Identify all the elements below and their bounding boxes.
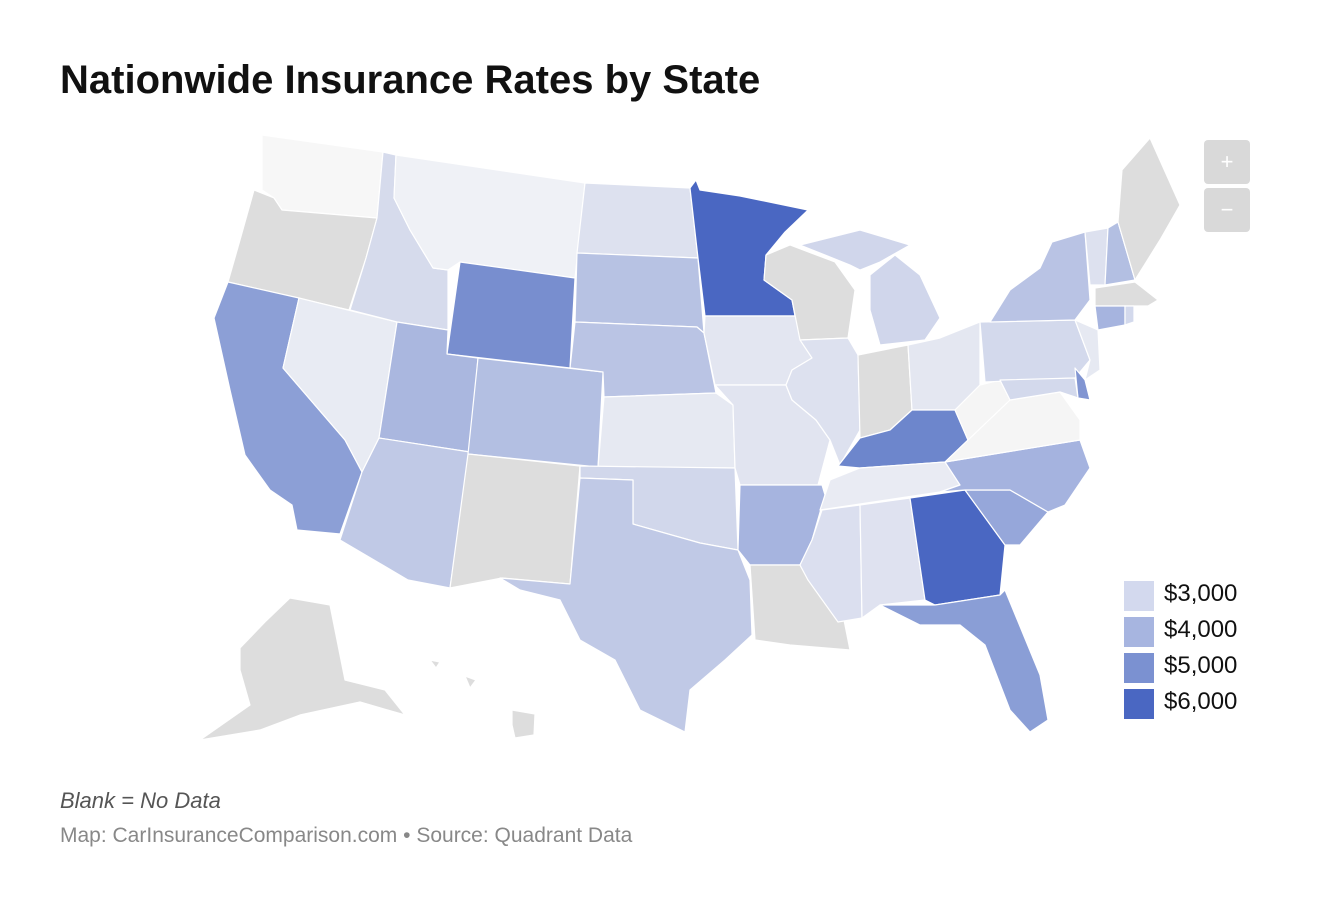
state-mi[interactable] bbox=[799, 229, 941, 346]
state-ny[interactable] bbox=[989, 231, 1091, 323]
state-md[interactable] bbox=[999, 377, 1079, 401]
state-ma[interactable] bbox=[1094, 281, 1159, 307]
state-fl[interactable] bbox=[879, 589, 1049, 733]
legend-label: $3,000 bbox=[1164, 580, 1238, 607]
state-wa[interactable] bbox=[261, 134, 384, 219]
state-hi[interactable] bbox=[429, 659, 536, 739]
state-co[interactable] bbox=[467, 357, 604, 468]
state-sd[interactable] bbox=[574, 252, 705, 334]
state-nc[interactable] bbox=[939, 439, 1091, 513]
state-nd[interactable] bbox=[576, 182, 699, 259]
state-ri[interactable] bbox=[1124, 305, 1135, 326]
legend-label: $6,000 bbox=[1164, 688, 1238, 715]
legend-swatch bbox=[1124, 689, 1154, 719]
legend-label: $4,000 bbox=[1164, 616, 1238, 643]
state-pa[interactable] bbox=[979, 319, 1091, 383]
page-title: Nationwide Insurance Rates by State bbox=[60, 58, 761, 102]
legend-swatch bbox=[1124, 617, 1154, 647]
state-tx[interactable] bbox=[499, 477, 753, 733]
state-al[interactable] bbox=[859, 497, 926, 619]
no-data-note: Blank = No Data bbox=[60, 788, 221, 813]
source-credit: Map: CarInsuranceComparison.com • Source… bbox=[60, 824, 633, 847]
legend-swatch bbox=[1124, 581, 1154, 611]
legend-swatch bbox=[1124, 653, 1154, 683]
zoom-in-button[interactable]: + bbox=[1204, 140, 1250, 184]
state-me[interactable] bbox=[1117, 137, 1181, 281]
state-nm[interactable] bbox=[449, 453, 581, 589]
legend-label: $5,000 bbox=[1164, 652, 1238, 679]
state-nj[interactable] bbox=[1074, 319, 1101, 381]
state-wy[interactable] bbox=[446, 261, 576, 369]
zoom-out-button[interactable]: − bbox=[1204, 188, 1250, 232]
state-ak[interactable] bbox=[199, 597, 406, 741]
state-ct[interactable] bbox=[1094, 305, 1126, 331]
state-il[interactable] bbox=[785, 337, 861, 466]
state-ks[interactable] bbox=[597, 392, 736, 469]
